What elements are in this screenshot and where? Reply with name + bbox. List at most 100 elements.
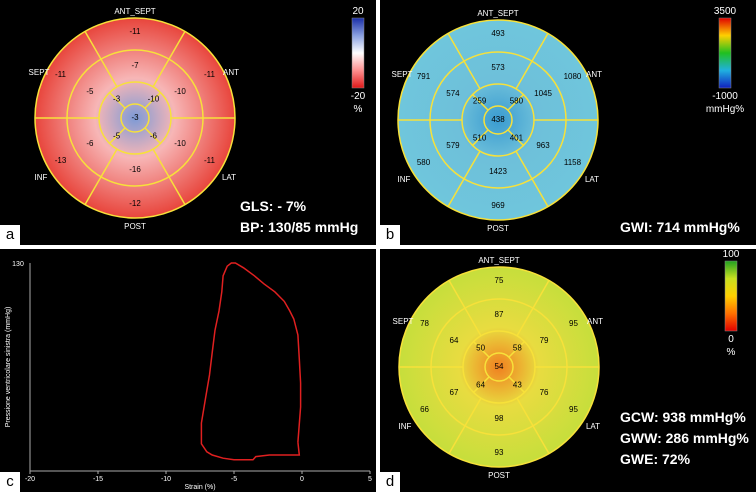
orientation-label: INF xyxy=(399,422,412,431)
orientation-label: ANT_SEPT xyxy=(477,9,518,18)
segment-divider xyxy=(100,58,118,88)
segment-divider xyxy=(447,178,465,207)
orientation-label: ANT xyxy=(586,70,602,79)
segment-value: 78 xyxy=(420,319,429,328)
y-axis-label: Pressione ventricolare sinistra (mmHg) xyxy=(5,307,12,428)
segment-divider xyxy=(472,94,489,111)
segment-value: 573 xyxy=(491,63,505,72)
pressure-strain-loop-chart: 130 -20 -15 -10 -5 0 5 Strain (%) Pressione vent… xyxy=(5,261,372,491)
color-scale-bar xyxy=(351,17,365,89)
gww-stat: GWW: 286 mmHg% xyxy=(620,430,749,446)
panel-label-d: d xyxy=(380,472,400,492)
orientation-label: SEPT xyxy=(29,68,50,77)
segment-value: 1045 xyxy=(534,89,552,98)
segment-divider xyxy=(508,376,525,393)
orientation-label: POST xyxy=(124,222,146,231)
segment-divider xyxy=(507,94,524,111)
segment-divider xyxy=(144,92,161,109)
x-tick-label: 0 xyxy=(300,476,304,483)
segment-value: 50 xyxy=(476,344,485,353)
bp-stat: BP: 130/85 mmHg xyxy=(240,219,359,235)
gwe-stat: GWE: 72% xyxy=(620,451,691,467)
segment-value: -10 xyxy=(148,95,160,104)
segment-value: 574 xyxy=(446,89,460,98)
scale-unit: % xyxy=(727,347,736,358)
segment-divider xyxy=(463,60,481,90)
orientation-label: LAT xyxy=(222,173,236,182)
panel-d-work-efficiency-bullseye: 75 95 95 93 66 78 87 79 76 98 67 64 50 58 43 64 54 ANT_SE… xyxy=(380,249,756,492)
panel-label-a: a xyxy=(0,225,20,245)
scale-unit: % xyxy=(354,104,363,115)
segment-divider xyxy=(516,397,534,427)
segment-value: 64 xyxy=(476,380,485,389)
segment-value: 95 xyxy=(569,319,578,328)
segment-divider xyxy=(152,148,170,178)
segment-value: -11 xyxy=(204,156,216,165)
gwi-stat: GWI: 714 mmHg% xyxy=(620,219,740,235)
segment-value: 98 xyxy=(495,414,504,423)
orientation-label: LAT xyxy=(586,422,600,431)
scale-min: -20 xyxy=(351,91,366,102)
panel-c-pressure-strain-loop: 130 -20 -15 -10 -5 0 5 Strain (%) Pressione vent… xyxy=(0,249,376,492)
segment-divider xyxy=(84,176,102,205)
segment-divider xyxy=(473,341,490,358)
bullseye-ring xyxy=(120,103,150,133)
segment-divider xyxy=(516,307,534,337)
orientation-label: LAT xyxy=(585,175,599,184)
segment-value: 67 xyxy=(450,388,459,397)
segment-value: -10 xyxy=(174,87,186,96)
bullseye-ring xyxy=(483,105,513,135)
orientation-label: SEPT xyxy=(392,70,413,79)
segment-value: -6 xyxy=(86,139,94,148)
scale-max: 100 xyxy=(723,249,740,260)
orientation-label: ANT_SEPT xyxy=(114,7,155,16)
segment-divider xyxy=(109,127,126,144)
orientation-label: INF xyxy=(398,175,411,184)
segment-value: 1423 xyxy=(489,167,507,176)
orientation-label: SEPT xyxy=(393,317,414,326)
pressure-strain-loop-line xyxy=(200,262,302,461)
segment-value: -3 xyxy=(131,113,139,122)
panel-a-strain-bullseye: -11 -11 -11 -12 -13 -11 -7 -10 -10 -16 -6 -5 -3 -10 -6… xyxy=(0,0,376,245)
panel-label-b: b xyxy=(380,225,400,245)
segment-value: 791 xyxy=(417,72,431,81)
segment-value: 95 xyxy=(569,405,578,414)
segment-value: 58 xyxy=(513,344,522,353)
segment-value: 580 xyxy=(417,158,431,167)
orientation-label: ANT_SEPT xyxy=(478,256,519,265)
x-tick-label: -20 xyxy=(25,476,35,483)
x-tick-label: 5 xyxy=(368,476,372,483)
segment-value: -13 xyxy=(55,156,67,165)
scale-min: 0 xyxy=(728,334,734,345)
segment-value: 259 xyxy=(473,97,487,106)
panel-b-work-index-bullseye: 493 1080 1158 969 580 791 573 1045 963 1423 579 574… xyxy=(380,0,756,245)
segment-divider xyxy=(464,397,482,427)
scale-min: -1000 xyxy=(712,91,738,102)
segment-value: 87 xyxy=(495,310,504,319)
x-axis-label: Strain (%) xyxy=(184,484,215,491)
segment-value: 438 xyxy=(491,115,505,124)
segment-divider xyxy=(464,307,482,337)
x-tick-label: -5 xyxy=(231,476,237,483)
segment-value: -11 xyxy=(130,27,142,36)
orientation-label: INF xyxy=(35,173,48,182)
segment-value: -10 xyxy=(174,139,186,148)
y-tick-max: 130 xyxy=(12,261,24,268)
segment-value: 75 xyxy=(495,276,504,285)
panel-label-c: c xyxy=(0,472,20,492)
segment-value: 510 xyxy=(473,133,487,142)
segment-value: -11 xyxy=(204,70,216,79)
segment-divider xyxy=(507,129,524,146)
horizontal-divider xyxy=(0,245,756,249)
segment-divider xyxy=(100,148,118,178)
segment-value: 969 xyxy=(491,201,505,210)
color-scale-bar xyxy=(724,260,738,332)
segment-divider xyxy=(152,58,170,88)
segment-divider xyxy=(168,176,186,205)
orientation-label: POST xyxy=(487,224,509,233)
segment-divider xyxy=(447,33,465,62)
segment-value: 93 xyxy=(495,448,504,457)
segment-value: 401 xyxy=(510,133,524,142)
segment-divider xyxy=(448,280,466,309)
segment-value: 580 xyxy=(510,97,524,106)
